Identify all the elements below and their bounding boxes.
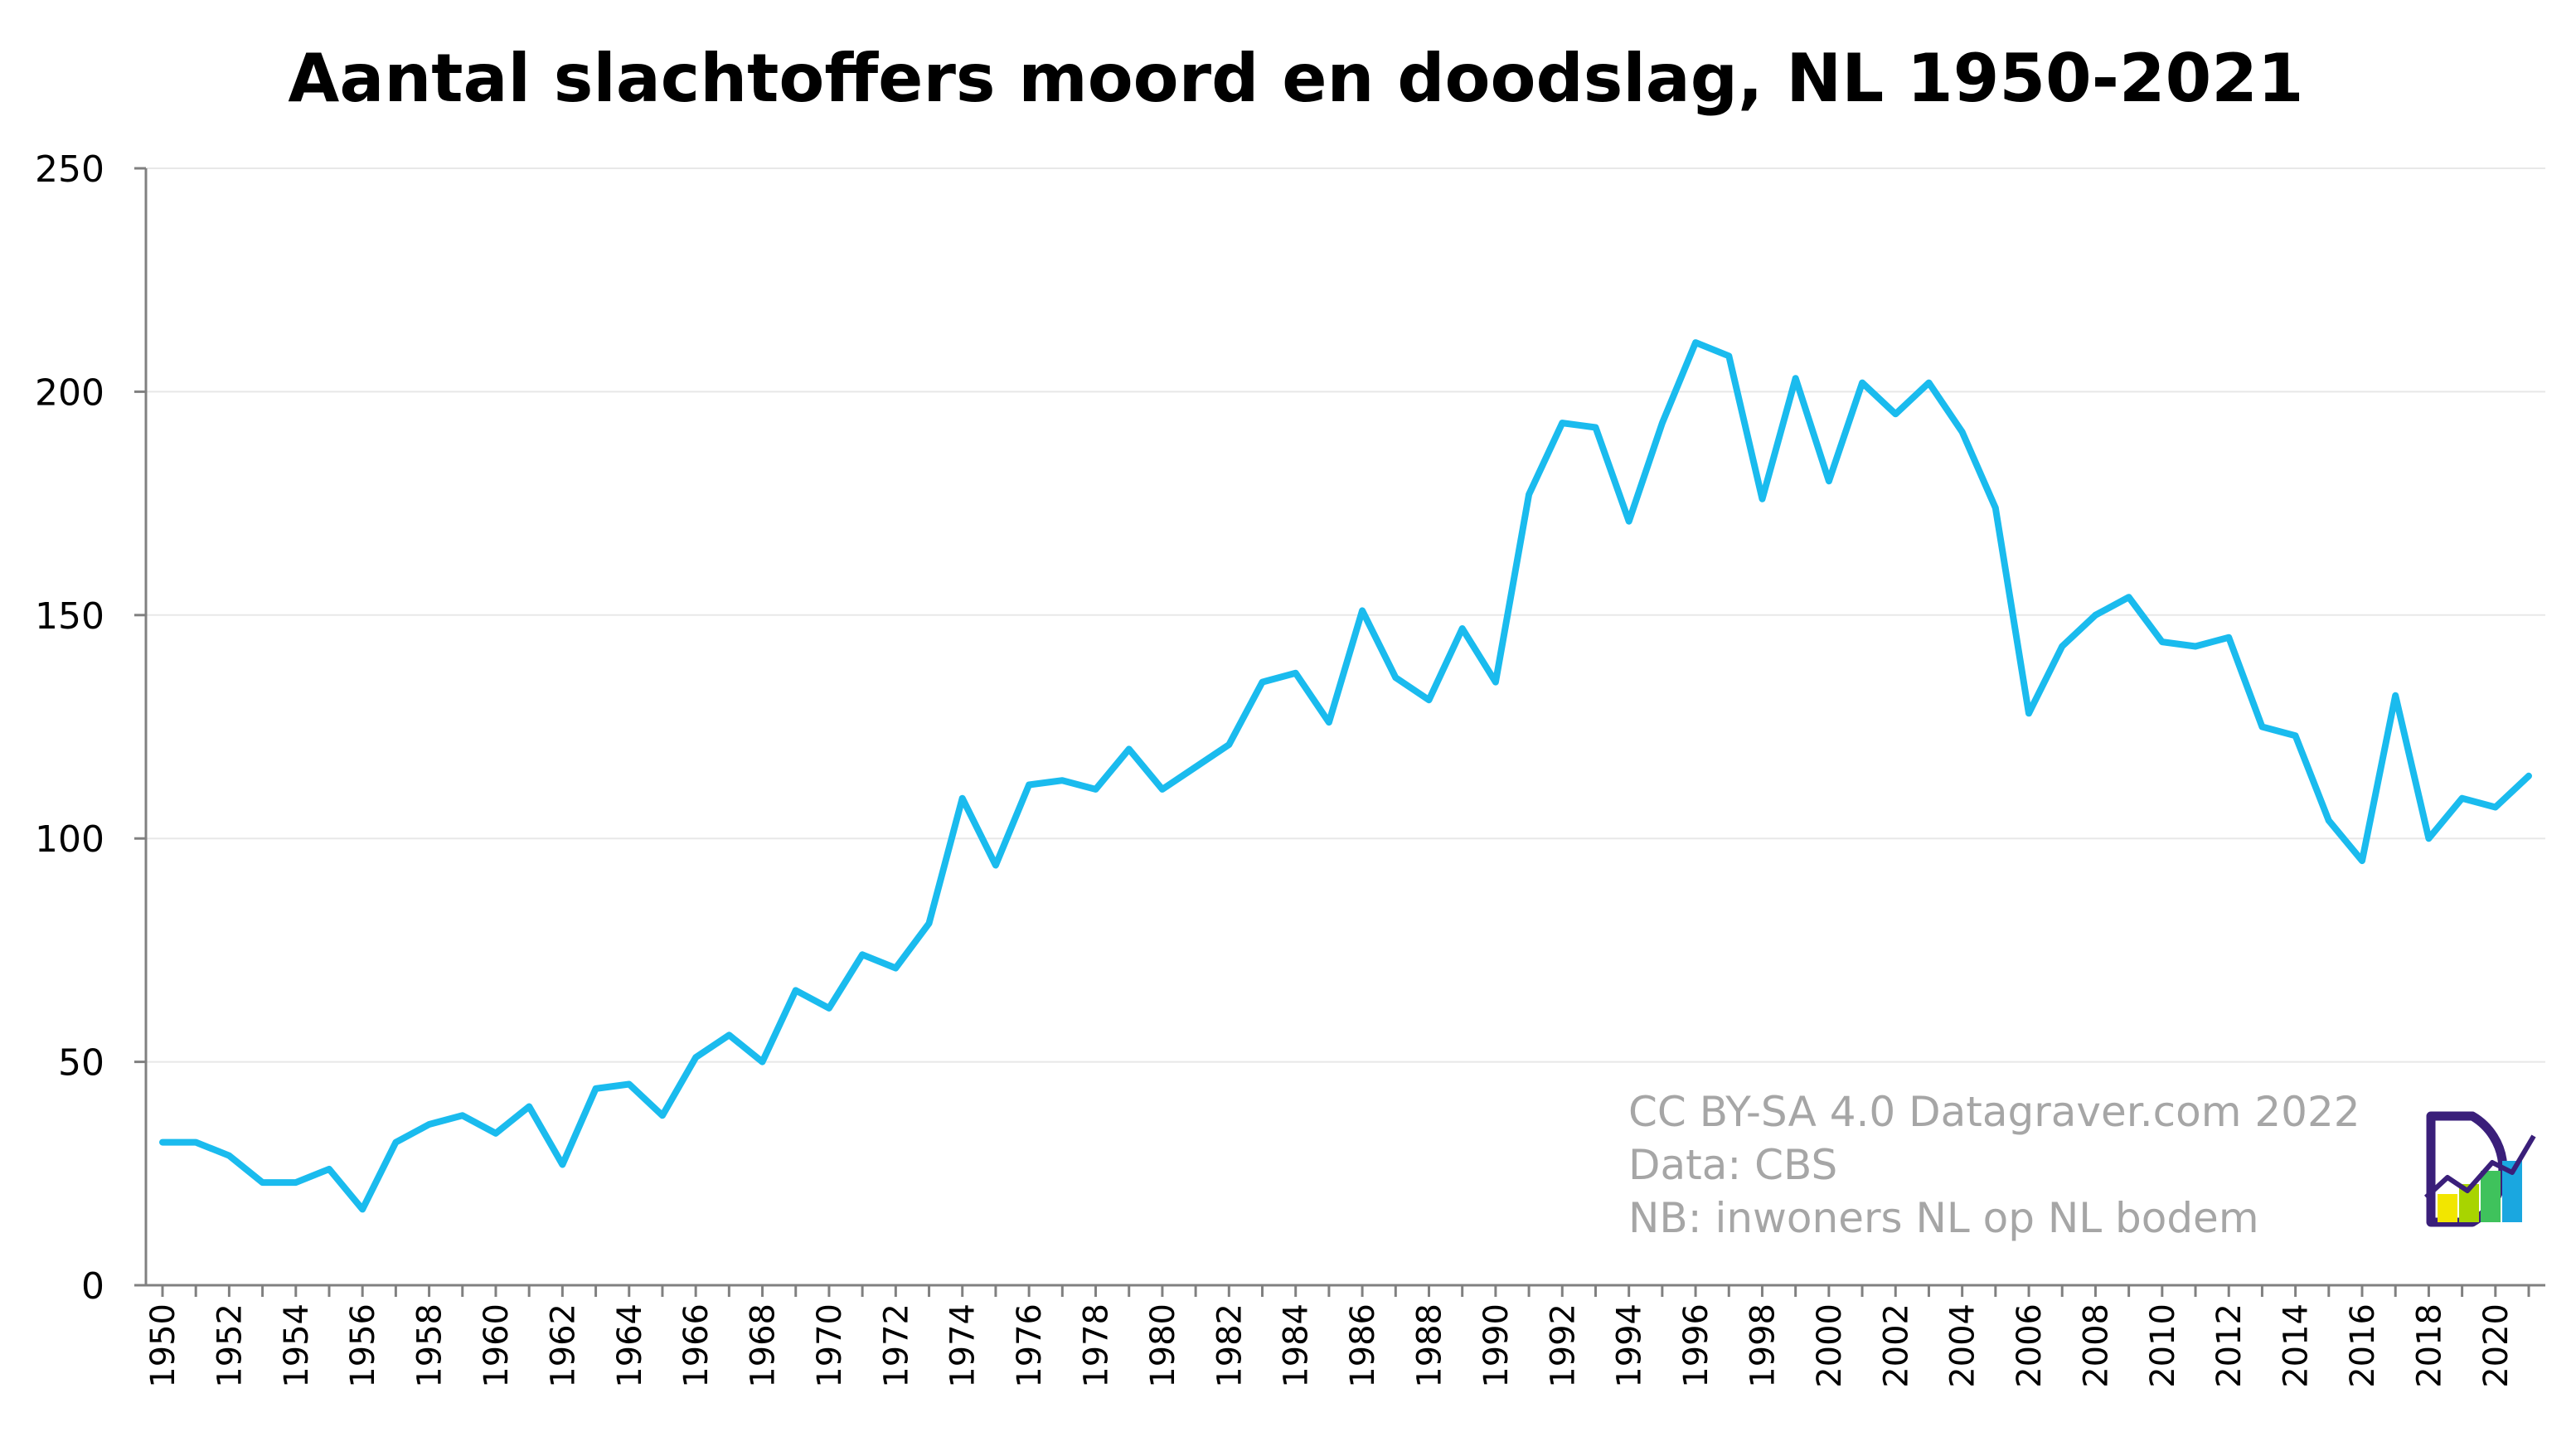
gridlines: [146, 167, 2545, 1063]
x-tick-label-1970: 1970: [811, 1303, 849, 1388]
y-tick-label-0: 0: [81, 1265, 104, 1308]
credit-source: Data: CBS: [1628, 1141, 1837, 1189]
chart-title: Aantal slachtoffers moord en doodslag, N…: [288, 40, 2303, 117]
datagraver-logo-icon: [2423, 1111, 2536, 1227]
x-tick-label-1976: 1976: [1011, 1303, 1049, 1388]
y-tick-label-50: 50: [58, 1042, 104, 1085]
series-line: [159, 339, 2532, 1213]
x-tick-label-2016: 2016: [2344, 1303, 2382, 1388]
x-tick-label-1978: 1978: [1078, 1303, 1116, 1388]
credit-note: NB: inwoners NL op NL bodem: [1628, 1194, 2259, 1242]
x-tick-label-1964: 1964: [611, 1303, 649, 1388]
x-tick-label-2006: 2006: [2011, 1303, 2049, 1388]
y-tick-label-150: 150: [35, 595, 104, 638]
x-tick-label-2008: 2008: [2077, 1303, 2115, 1388]
x-tick-label-1998: 1998: [1744, 1303, 1782, 1388]
x-tick-label-1992: 1992: [1544, 1303, 1582, 1388]
x-tick-label-1994: 1994: [1611, 1303, 1649, 1388]
credit-license: CC BY-SA 4.0 Datagraver.com 2022: [1628, 1088, 2360, 1136]
x-tick-label-1960: 1960: [478, 1303, 516, 1388]
x-tick-label-1972: 1972: [877, 1303, 915, 1388]
y-tick-label-200: 200: [35, 371, 104, 414]
x-tick-label-2012: 2012: [2210, 1303, 2249, 1388]
x-tick-label-1966: 1966: [677, 1303, 716, 1388]
x-tick-label-1974: 1974: [944, 1303, 982, 1388]
x-tick-label-1956: 1956: [344, 1303, 382, 1388]
x-tick-label-1984: 1984: [1278, 1303, 1316, 1388]
credits: CC BY-SA 4.0 Datagraver.com 2022 Data: C…: [1628, 1088, 2360, 1242]
x-tick-label-1996: 1996: [1677, 1303, 1715, 1388]
x-tick-label-1954: 1954: [278, 1303, 316, 1388]
x-tick-label-1988: 1988: [1410, 1303, 1448, 1388]
y-tick-label-100: 100: [35, 818, 104, 861]
x-tick-label-1990: 1990: [1477, 1303, 1516, 1388]
x-tick-label-1952: 1952: [211, 1303, 249, 1388]
x-tick-label-2000: 2000: [1811, 1303, 1849, 1388]
x-tick-label-1958: 1958: [411, 1303, 449, 1388]
x-tick-label-2020: 2020: [2477, 1303, 2515, 1388]
x-tick-label-1980: 1980: [1144, 1303, 1182, 1388]
x-tick-label-2010: 2010: [2144, 1303, 2182, 1388]
x-tick-label-2014: 2014: [2278, 1303, 2316, 1388]
series-points: [163, 342, 2529, 1209]
x-tick-label-1968: 1968: [745, 1303, 783, 1388]
x-tick-label-1950: 1950: [144, 1303, 182, 1388]
x-tick-label-1962: 1962: [544, 1303, 582, 1388]
y-axis-ticks: 0 50 100 150 200 250: [35, 148, 146, 1308]
x-axis-ticks: 1950 1952 1954 1956 1958 1960 1962 1964 1966 1968…: [144, 1285, 2530, 1388]
axes: [144, 168, 2545, 1287]
x-tick-label-2004: 2004: [1944, 1303, 1982, 1388]
x-tick-label-1982: 1982: [1210, 1303, 1249, 1388]
y-tick-label-250: 250: [35, 148, 104, 191]
x-tick-label-2018: 2018: [2410, 1303, 2448, 1388]
x-tick-label-1986: 1986: [1344, 1303, 1382, 1388]
x-tick-label-2002: 2002: [1877, 1303, 1915, 1388]
